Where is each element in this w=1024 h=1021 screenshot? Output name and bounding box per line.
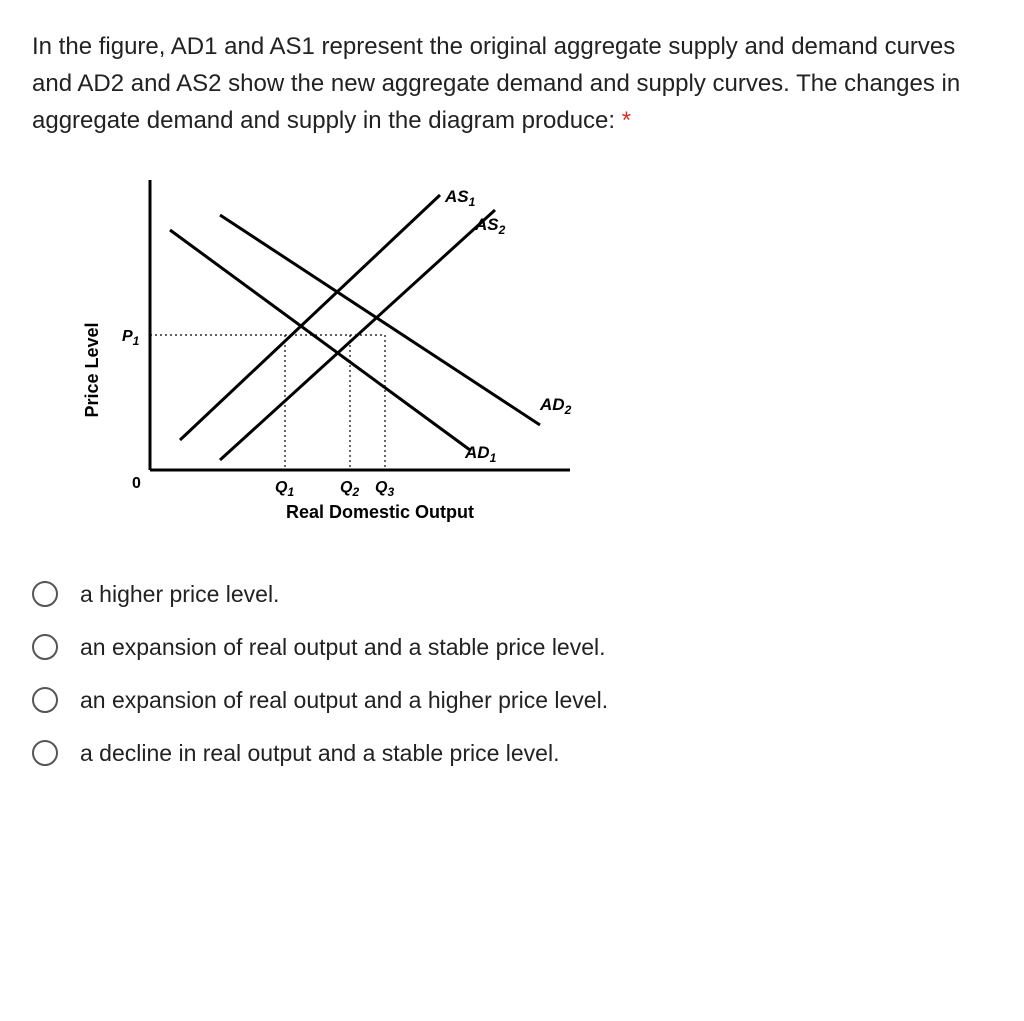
radio-icon [32, 687, 58, 713]
option-label: an expansion of real output and a higher… [80, 687, 608, 714]
question-body: In the figure, AD1 and AS1 represent the… [32, 33, 960, 134]
radio-icon [32, 581, 58, 607]
svg-text:Price Level: Price Level [82, 322, 102, 417]
svg-text:0: 0 [132, 475, 141, 492]
ad2-label: AD2 [539, 395, 572, 417]
svg-text:Q1: Q1 [275, 479, 294, 499]
svg-text:Q3: Q3 [375, 479, 394, 499]
radio-icon [32, 740, 58, 766]
option-d[interactable]: a decline in real output and a stable pr… [32, 740, 992, 767]
answer-options: a higher price level. an expansion of re… [32, 581, 992, 767]
option-label: a decline in real output and a stable pr… [80, 740, 559, 767]
option-a[interactable]: a higher price level. [32, 581, 992, 608]
aggregate-demand-supply-chart: Price Level Real Domestic Output 0 P1 Q1 Q2 Q3… [70, 170, 590, 550]
option-label: a higher price level. [80, 581, 279, 608]
svg-text:P1: P1 [122, 328, 140, 348]
option-b[interactable]: an expansion of real output and a stable… [32, 634, 992, 661]
required-marker: * [615, 107, 631, 134]
as2-label: AS2 [474, 215, 506, 237]
radio-icon [32, 634, 58, 660]
svg-text:Real Domestic Output: Real Domestic Output [286, 502, 474, 522]
svg-text:Q2: Q2 [340, 479, 359, 499]
question-text: In the figure, AD1 and AS1 represent the… [32, 28, 992, 140]
option-label: an expansion of real output and a stable… [80, 634, 606, 661]
chart-container: Price Level Real Domestic Output 0 P1 Q1 Q2 Q3… [70, 170, 992, 555]
option-c[interactable]: an expansion of real output and a higher… [32, 687, 992, 714]
ad1-label: AD1 [464, 443, 497, 465]
as1-label: AS1 [444, 187, 476, 209]
